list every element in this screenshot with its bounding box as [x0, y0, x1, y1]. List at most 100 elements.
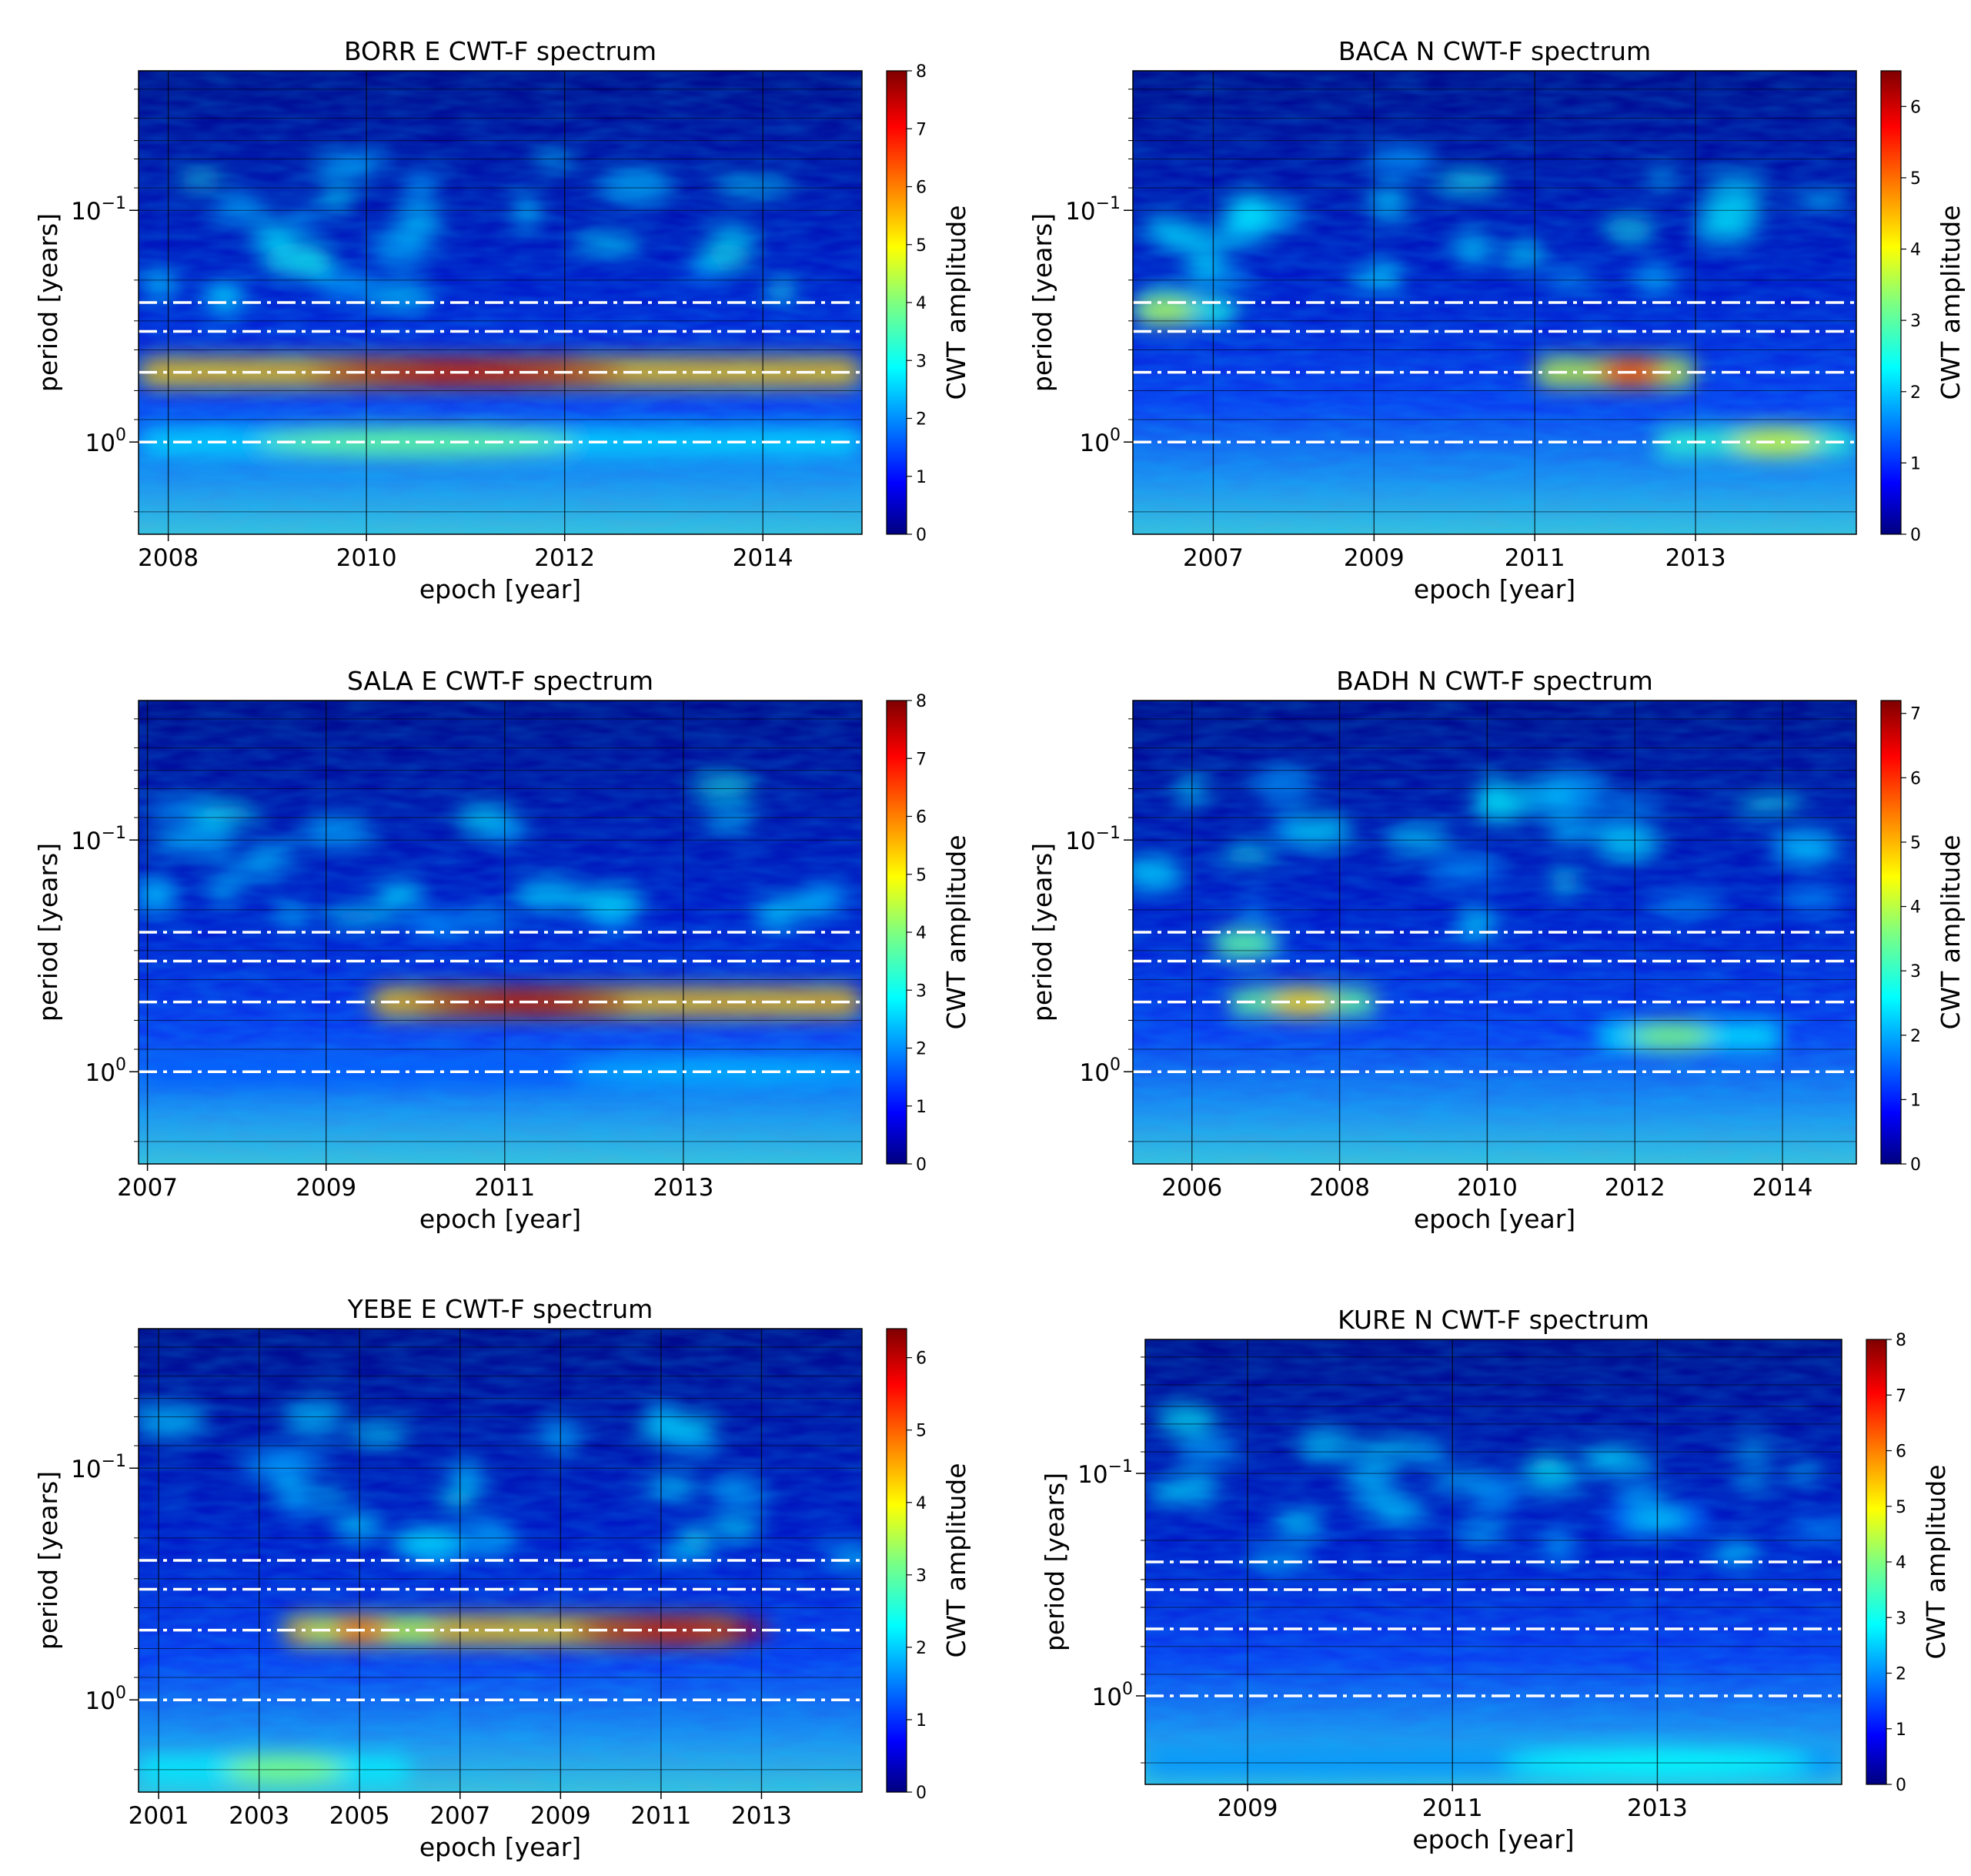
blob	[1525, 1470, 1584, 1493]
y-tick-label: 100	[85, 1055, 126, 1087]
blob	[687, 259, 720, 285]
x-tick-label: 2003	[229, 1802, 289, 1830]
heatmap-area	[139, 1329, 862, 1792]
blob	[1435, 171, 1502, 194]
blob	[1733, 1439, 1773, 1459]
colorbar-label: CWT amplitude	[941, 834, 971, 1029]
blob	[391, 1528, 463, 1555]
blob	[448, 1460, 486, 1493]
colorbar-label: CWT amplitude	[941, 205, 971, 400]
colorbar	[886, 70, 907, 535]
background-blobs	[141, 150, 798, 319]
blob	[484, 816, 528, 844]
colorbar-label: CWT amplitude	[1921, 1464, 1951, 1659]
blob	[139, 1403, 208, 1438]
x-tick-label: 2007	[1183, 544, 1244, 572]
colorbar-tick-label: 5	[1910, 169, 1921, 189]
blob	[212, 194, 266, 224]
colorbar-tick-label: 2	[916, 1040, 927, 1059]
colorbar-tick-label: 0	[916, 1155, 927, 1175]
blob	[1513, 779, 1577, 813]
heatmap-area	[139, 71, 862, 534]
colorbar-tick-label: 3	[1896, 1609, 1906, 1628]
blob	[395, 204, 444, 237]
blob	[571, 235, 643, 255]
heatmap-area	[1145, 1339, 1842, 1784]
colorbar-tick-label: 0	[1896, 1776, 1906, 1795]
plot-frame	[138, 700, 863, 1165]
blob	[319, 908, 398, 925]
blob	[1452, 231, 1493, 264]
blob	[438, 1490, 479, 1509]
colorbar-tick-label: 0	[916, 526, 927, 545]
colorbar-tick-label: 6	[1896, 1443, 1906, 1462]
blob	[1734, 795, 1804, 814]
blob	[318, 188, 355, 212]
x-tick-label: 2008	[1309, 1174, 1370, 1202]
x-axis-label: epoch [year]	[1412, 1824, 1574, 1854]
y-tick-label: 10−1	[71, 824, 126, 855]
blob	[655, 1544, 694, 1563]
colorbar-tick-label: 7	[916, 750, 927, 769]
blob	[1430, 1471, 1494, 1490]
blob	[206, 878, 239, 905]
blob	[1549, 869, 1581, 894]
blob	[753, 898, 797, 931]
x-tick-label: 2009	[296, 1174, 356, 1202]
blob	[300, 815, 376, 849]
blob	[644, 1475, 697, 1500]
y-axis-label: period [years]	[1027, 213, 1057, 392]
x-tick-label: 2001	[129, 1802, 189, 1830]
x-tick-label: 2008	[138, 544, 199, 572]
blob	[219, 861, 291, 879]
colorbar-tick-label: 5	[916, 1422, 927, 1441]
blob	[176, 172, 225, 189]
colorbar	[886, 700, 907, 1165]
blob	[369, 284, 435, 309]
blob	[700, 808, 756, 831]
x-tick-label: 2007	[429, 1802, 490, 1830]
feature-peak	[1212, 930, 1274, 957]
colorbar-tick-label: 6	[1910, 98, 1921, 117]
colorbar-tick-label: 6	[1910, 769, 1921, 788]
blob	[1220, 846, 1276, 865]
x-tick-label: 2011	[1505, 544, 1565, 572]
blob	[272, 904, 311, 925]
blob	[1603, 216, 1655, 242]
blob	[249, 220, 296, 252]
x-tick-label: 2013	[1665, 544, 1726, 572]
colorbar	[886, 1328, 907, 1793]
colorbar-tick-label: 2	[1910, 383, 1921, 403]
blob	[1502, 242, 1547, 266]
colorbar	[1866, 1339, 1887, 1785]
blob	[512, 879, 585, 911]
blob	[1427, 855, 1505, 884]
blob	[406, 911, 470, 938]
y-tick-label: 10−1	[1077, 1457, 1133, 1489]
features	[1133, 296, 1856, 456]
heatmap-area	[1133, 71, 1856, 534]
blob	[376, 878, 424, 911]
colorbar-tick-label: 7	[916, 120, 927, 139]
colorbar-tick-label: 6	[916, 1349, 927, 1369]
colorbar-tick-label: 2	[1896, 1665, 1906, 1684]
blob	[315, 270, 379, 299]
blob	[1540, 1528, 1575, 1561]
x-tick-label: 2013	[653, 1174, 713, 1202]
colorbar	[1880, 70, 1902, 535]
blob	[710, 1476, 758, 1493]
colorbar-tick-label: 6	[916, 179, 927, 198]
colorbar-label: CWT amplitude	[1936, 834, 1966, 1029]
background-blobs	[1133, 766, 1842, 942]
blob	[1768, 829, 1842, 865]
colorbar-tick-label: 3	[1910, 312, 1921, 331]
colorbar-tick-label: 1	[916, 1098, 927, 1117]
blob	[1713, 1540, 1759, 1566]
feature-peak	[1134, 297, 1196, 324]
x-axis-label: epoch [year]	[419, 574, 581, 604]
colorbar-tick-label: 8	[1896, 1331, 1906, 1350]
colorbar-tick-label: 0	[1910, 526, 1921, 545]
x-tick-label: 2014	[733, 544, 793, 572]
